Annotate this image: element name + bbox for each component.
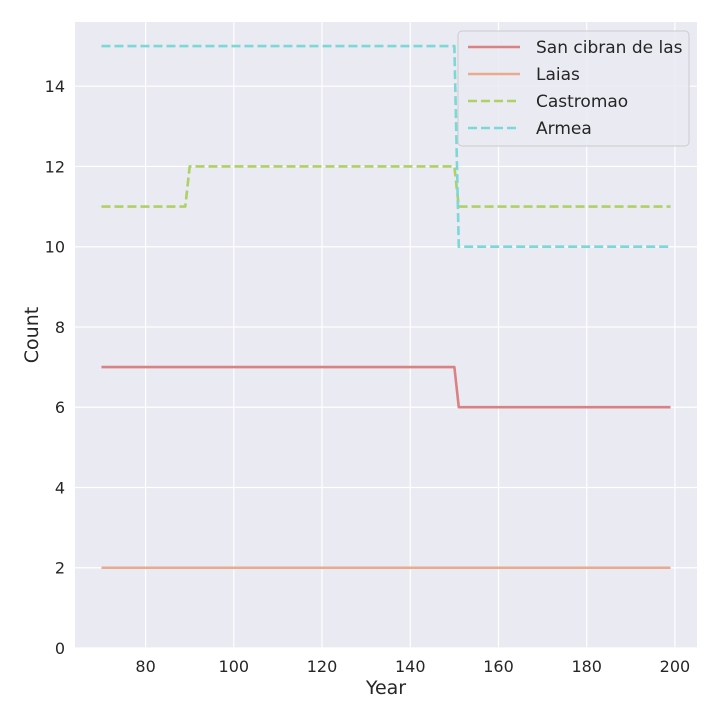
- legend-label: Castromao: [536, 92, 628, 112]
- legend-label: Armea: [536, 119, 592, 139]
- x-tick-label: 140: [395, 657, 426, 676]
- y-tick-label: 12: [45, 157, 65, 176]
- series-line-armea: [101, 44, 671, 249]
- series-line-castromao: [101, 165, 671, 208]
- y-tick-label: 14: [45, 77, 65, 96]
- series-lines: [101, 44, 671, 570]
- legend-label: San cibran de las: [536, 38, 683, 58]
- y-tick-label: 10: [45, 238, 65, 257]
- x-tick-label: 100: [219, 657, 250, 676]
- x-tick-label: 180: [571, 657, 602, 676]
- x-axis-title: Year: [365, 677, 406, 699]
- x-tick-label: 160: [483, 657, 514, 676]
- y-tick-label: 6: [55, 398, 65, 417]
- series-line-san-cibran-de-las: [101, 365, 671, 409]
- y-tick-label: 2: [55, 559, 65, 578]
- legend-label: Laias: [536, 65, 580, 85]
- x-tick-label: 120: [307, 657, 338, 676]
- legend-box: [457, 30, 690, 147]
- y-tick-label: 4: [55, 478, 65, 497]
- y-tick-label: 8: [55, 318, 65, 337]
- y-tick-label: 0: [55, 639, 65, 658]
- y-axis-title: Count: [21, 307, 43, 363]
- x-tick-label: 80: [135, 657, 155, 676]
- legend: San cibran de las Laias Castromao Armea: [457, 30, 690, 147]
- x-tick-label: 200: [660, 657, 691, 676]
- tick-labels: 80 100 120 140 160 180 200 0 2 4 6 8 10 12 14: [45, 77, 691, 676]
